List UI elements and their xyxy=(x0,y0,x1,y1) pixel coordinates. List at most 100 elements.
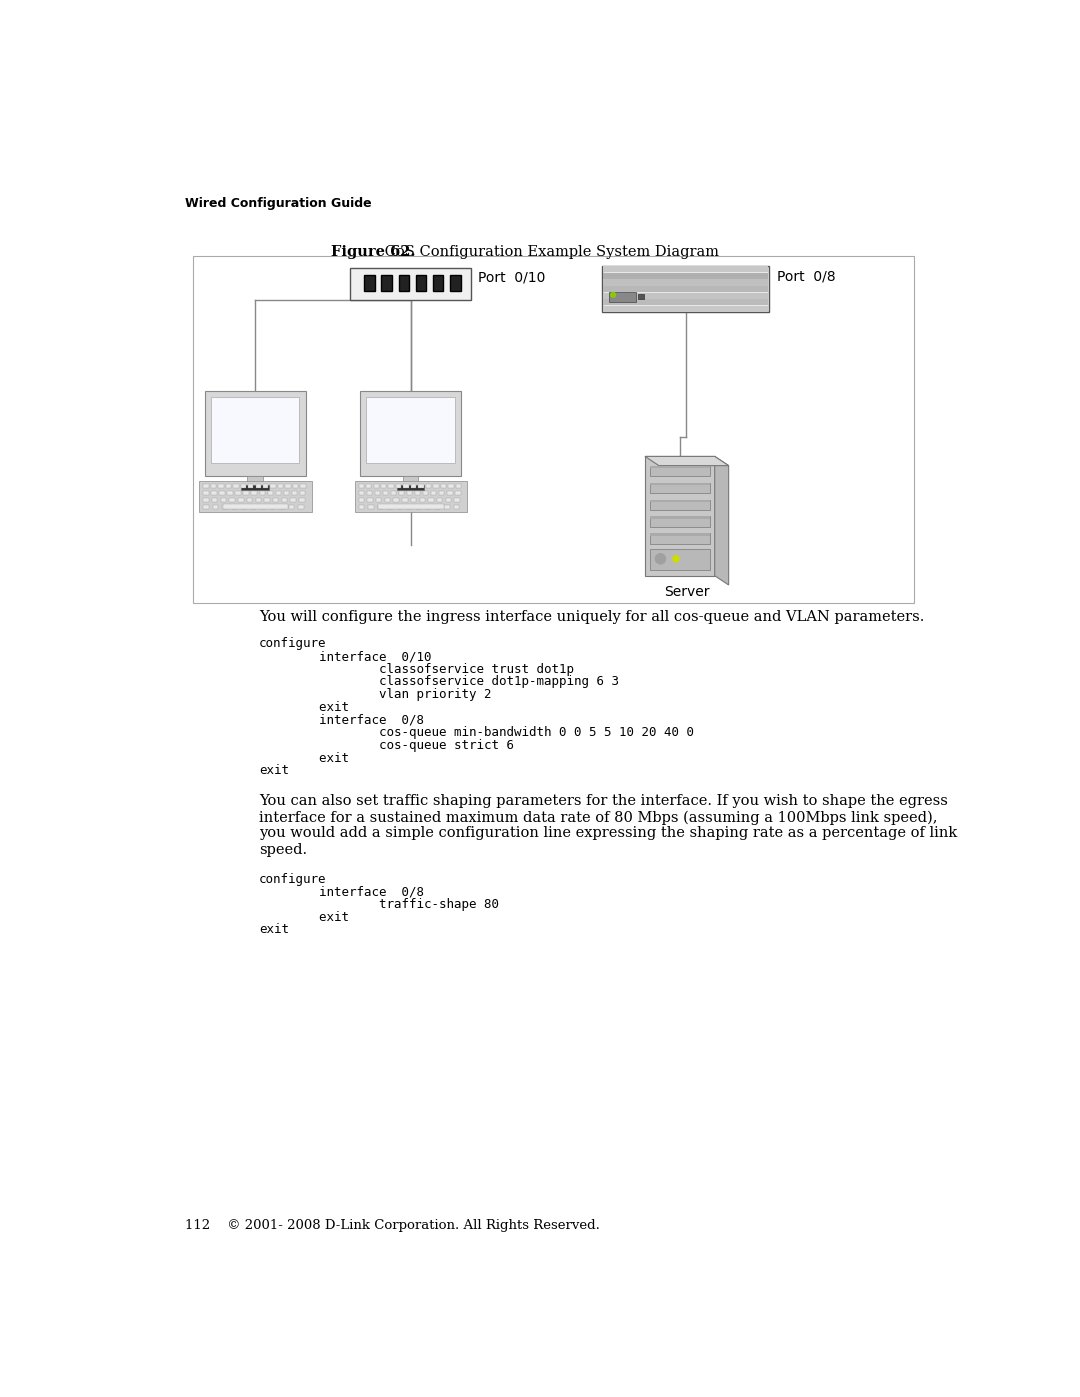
Bar xyxy=(418,485,423,488)
Text: Port  0/10: Port 0/10 xyxy=(478,271,545,285)
Bar xyxy=(359,490,364,495)
Text: Port  0/8: Port 0/8 xyxy=(777,270,835,284)
Bar xyxy=(448,485,454,488)
Bar xyxy=(268,490,273,495)
Text: interface  0/8: interface 0/8 xyxy=(259,714,424,726)
Bar xyxy=(384,497,390,502)
Bar xyxy=(293,485,298,488)
Bar xyxy=(404,485,409,488)
Polygon shape xyxy=(645,457,729,465)
Text: speed.: speed. xyxy=(259,842,307,856)
Bar xyxy=(228,489,282,495)
Bar xyxy=(455,490,460,495)
Text: Wired Configuration Guide: Wired Configuration Guide xyxy=(186,197,372,210)
Bar xyxy=(416,504,421,509)
Bar xyxy=(446,497,451,502)
Bar xyxy=(396,504,402,509)
Bar xyxy=(603,299,768,306)
Bar xyxy=(213,504,218,509)
Circle shape xyxy=(673,556,679,562)
Bar xyxy=(603,279,768,285)
Text: cos-queue strict 6: cos-queue strict 6 xyxy=(259,739,514,752)
Bar xyxy=(211,397,299,462)
Bar xyxy=(212,490,217,495)
Text: exit: exit xyxy=(259,764,289,777)
Bar xyxy=(649,517,710,527)
Bar xyxy=(429,497,434,502)
Bar xyxy=(387,504,392,509)
Bar xyxy=(375,490,380,495)
Bar xyxy=(278,485,283,488)
Bar xyxy=(454,504,459,509)
Text: You can also set traffic shaping parameters for the interface. If you wish to sh: You can also set traffic shaping paramet… xyxy=(259,793,948,807)
Bar xyxy=(229,497,234,502)
Bar xyxy=(241,485,246,488)
Text: you would add a simple configuration line expressing the shaping rate as a perce: you would add a simple configuration lin… xyxy=(259,827,957,841)
Bar xyxy=(603,292,768,299)
Polygon shape xyxy=(715,457,729,585)
Bar xyxy=(649,465,710,468)
Bar xyxy=(232,504,238,509)
Bar xyxy=(649,534,710,535)
Bar xyxy=(218,485,224,488)
Bar xyxy=(226,485,231,488)
Bar xyxy=(407,490,413,495)
Bar xyxy=(282,497,287,502)
Bar xyxy=(200,481,312,511)
Bar xyxy=(603,286,768,292)
Text: interface  0/8: interface 0/8 xyxy=(259,886,424,898)
Bar xyxy=(220,497,226,502)
Bar xyxy=(393,497,399,502)
Bar xyxy=(243,490,248,495)
Bar xyxy=(280,504,285,509)
Bar xyxy=(649,549,710,570)
Bar xyxy=(420,497,426,502)
Bar xyxy=(284,490,289,495)
Text: cos-queue min-bandwidth 0 0 5 5 10 20 40 0: cos-queue min-bandwidth 0 0 5 5 10 20 40… xyxy=(259,726,694,739)
Bar xyxy=(270,504,275,509)
Bar xyxy=(366,485,372,488)
Bar xyxy=(389,485,394,488)
Bar xyxy=(360,391,461,475)
Bar xyxy=(649,500,710,510)
Bar xyxy=(228,490,233,495)
Bar xyxy=(391,490,396,495)
Bar xyxy=(441,485,446,488)
Bar xyxy=(449,275,460,291)
Text: exit: exit xyxy=(259,701,349,714)
Bar xyxy=(211,485,216,488)
Bar xyxy=(247,497,253,502)
Bar xyxy=(402,497,407,502)
Text: 112    © 2001- 2008 D-Link Corporation. All Rights Reserved.: 112 © 2001- 2008 D-Link Corporation. All… xyxy=(186,1218,600,1232)
Bar xyxy=(608,292,636,302)
Bar xyxy=(649,500,710,502)
Bar xyxy=(233,485,239,488)
Bar xyxy=(359,485,364,488)
Bar xyxy=(247,475,262,488)
Bar xyxy=(256,497,261,502)
Text: exit: exit xyxy=(259,752,349,764)
Bar xyxy=(649,465,710,476)
Bar xyxy=(440,490,445,495)
Bar xyxy=(403,475,418,488)
Bar xyxy=(410,497,416,502)
Bar xyxy=(431,490,436,495)
Circle shape xyxy=(656,553,666,564)
Bar xyxy=(238,497,243,502)
Bar xyxy=(203,485,208,488)
Bar xyxy=(415,490,420,495)
Bar xyxy=(433,275,444,291)
Bar xyxy=(203,497,208,502)
Bar xyxy=(270,485,275,488)
Bar xyxy=(416,275,427,291)
Bar xyxy=(275,490,281,495)
Bar xyxy=(260,504,266,509)
Bar xyxy=(426,504,431,509)
Bar xyxy=(455,497,460,502)
Bar xyxy=(359,497,364,502)
Bar xyxy=(241,504,246,509)
Bar xyxy=(426,485,431,488)
Bar xyxy=(406,504,411,509)
Text: exit: exit xyxy=(259,911,349,923)
Bar xyxy=(203,504,208,509)
